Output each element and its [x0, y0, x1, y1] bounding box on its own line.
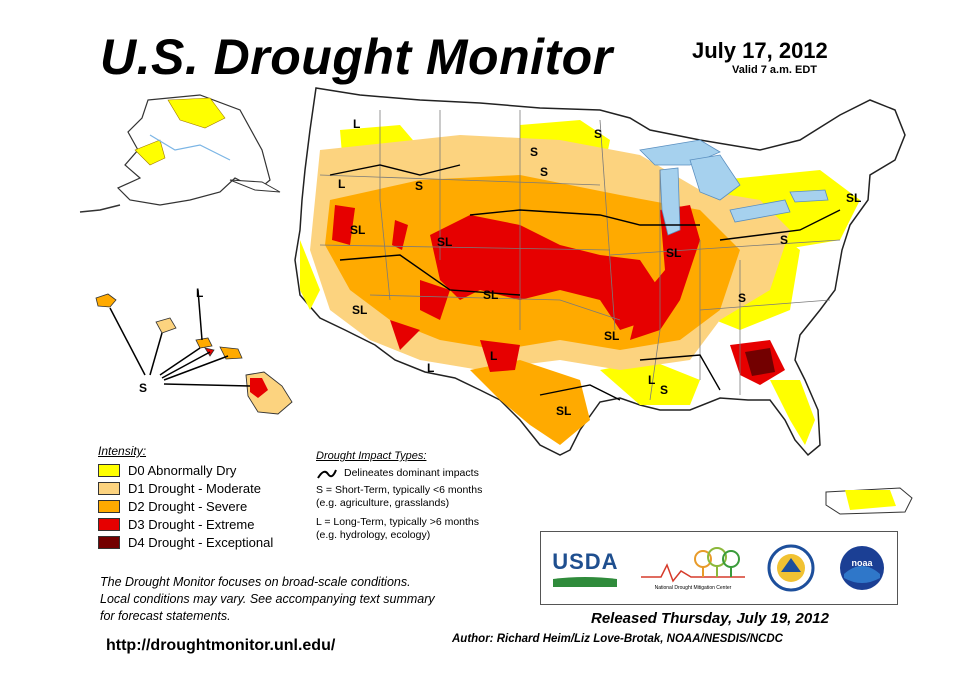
impact-types: Drought Impact Types: Delineates dominan…	[316, 450, 536, 548]
disclaimer-note: The Drought Monitor focuses on broad-sca…	[100, 574, 530, 625]
short-term-line-2: (e.g. agriculture, grasslands)	[316, 497, 450, 509]
short-term-line-1: S = Short-Term, typically <6 months	[316, 484, 483, 496]
legend-swatch-d2	[98, 499, 120, 513]
long-term-line-2: (e.g. hydrology, ecology)	[316, 529, 431, 541]
map-title: U.S. Drought Monitor	[100, 29, 613, 85]
delineation-line-icon	[317, 469, 337, 479]
legend-swatch-d3	[98, 517, 120, 531]
alaska-region	[79, 94, 281, 213]
ndmc-logo: National Drought Mitigation Center	[640, 545, 745, 591]
map-label-sl: SL	[556, 404, 571, 418]
note-line-2: Local conditions may vary. See accompany…	[100, 592, 435, 606]
author-credit: Author: Richard Heim/Liz Love-Brotak, NO…	[452, 633, 783, 645]
map-label-l: L	[648, 373, 655, 387]
hawaii-label-l: L	[196, 286, 203, 300]
short-term-block: S = Short-Term, typically <6 months (e.g…	[316, 484, 536, 510]
conus-region: L L S S S S SL SL SL SL SL SL SL L L L S…	[294, 87, 906, 457]
map-label-l: L	[353, 117, 360, 131]
usda-field-icon	[553, 577, 618, 587]
ndmc-logo-text: National Drought Mitigation Center	[654, 585, 732, 591]
map-label-s: S	[540, 165, 548, 179]
commerce-seal-icon	[767, 544, 815, 592]
map-label-l: L	[338, 177, 345, 191]
map-label-sl: SL	[352, 303, 367, 317]
intensity-legend: Intensity: D0 Abnormally Dry D1 Drought …	[98, 444, 313, 551]
map-label-s: S	[530, 145, 538, 159]
map-label-sl: SL	[437, 235, 452, 249]
legend-item-d1: D1 Drought - Moderate	[98, 479, 313, 497]
legend-item-d4: D4 Drought - Exceptional	[98, 533, 313, 551]
map-label-l: L	[427, 361, 434, 375]
puerto-rico-region	[825, 487, 913, 515]
map-label-s: S	[738, 291, 746, 305]
ndmc-trees-icon	[640, 547, 745, 583]
usda-logo: USDA	[552, 549, 618, 587]
map-label-s: S	[594, 127, 602, 141]
note-line-1: The Drought Monitor focuses on broad-sca…	[100, 575, 411, 589]
legend-label-d3: D3 Drought - Extreme	[128, 516, 255, 532]
great-lakes	[639, 139, 829, 236]
valid-time: Valid 7 a.m. EDT	[732, 64, 817, 76]
long-term-line-1: L = Long-Term, typically >6 months	[316, 516, 480, 528]
hawaii-label-s: S	[139, 381, 147, 395]
delineates-row: Delineates dominant impacts	[316, 467, 536, 480]
usda-logo-text: USDA	[552, 549, 619, 574]
map-label-sl: SL	[846, 191, 861, 205]
map-label-sl: SL	[350, 223, 365, 237]
delineates-text: Delineates dominant impacts	[344, 467, 479, 479]
legend-item-d0: D0 Abnormally Dry	[98, 461, 313, 479]
map-label-sl: SL	[604, 329, 619, 343]
agency-logos: USDA National Drought Mitigation Center …	[540, 531, 898, 605]
website-link[interactable]: http://droughtmonitor.unl.edu/	[106, 637, 336, 654]
legend-swatch-d0	[98, 463, 120, 477]
legend-swatch-d4	[98, 535, 120, 549]
legend-label-d4: D4 Drought - Exceptional	[128, 534, 274, 550]
map-label-s: S	[780, 233, 788, 247]
noaa-logo-text: noaa	[851, 558, 873, 568]
noaa-logo-icon: noaa	[839, 546, 884, 590]
long-term-block: L = Long-Term, typically >6 months (e.g.…	[316, 516, 536, 542]
legend-title: Intensity:	[98, 444, 147, 458]
legend-item-d3: D3 Drought - Extreme	[98, 515, 313, 533]
impact-title: Drought Impact Types:	[316, 450, 427, 462]
map-label-l: L	[490, 349, 497, 363]
map-label-sl: SL	[483, 288, 498, 302]
legend-label-d1: D1 Drought - Moderate	[128, 480, 261, 496]
hawaii-region: L S	[95, 286, 293, 415]
note-line-3: for forecast statements.	[100, 609, 231, 623]
legend-label-d2: D2 Drought - Severe	[128, 498, 248, 514]
legend-swatch-d1	[98, 481, 120, 495]
legend-label-d0: D0 Abnormally Dry	[128, 462, 237, 478]
map-label-s: S	[660, 383, 668, 397]
release-date: Released Thursday, July 19, 2012	[591, 610, 829, 627]
legend-item-d2: D2 Drought - Severe	[98, 497, 313, 515]
map-date: July 17, 2012	[692, 38, 828, 63]
map-label-sl: SL	[666, 246, 681, 260]
map-label-s: S	[415, 179, 423, 193]
